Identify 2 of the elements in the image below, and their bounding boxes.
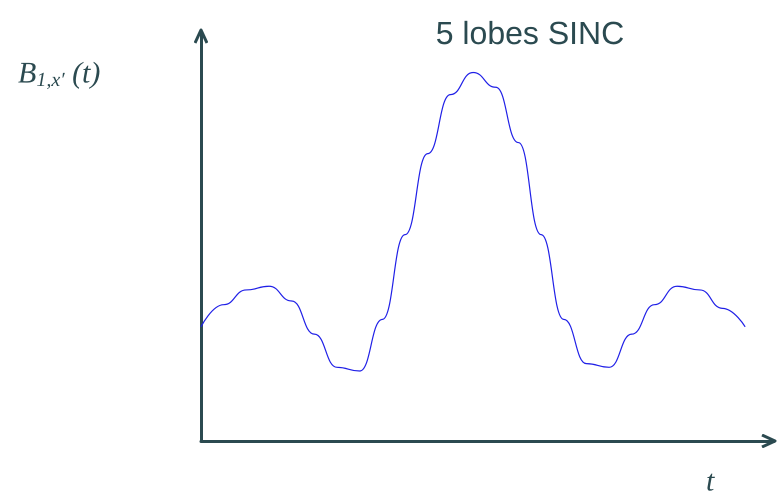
chart-title: 5 lobes SINC — [436, 15, 624, 51]
x-axis-title: t — [706, 464, 715, 498]
